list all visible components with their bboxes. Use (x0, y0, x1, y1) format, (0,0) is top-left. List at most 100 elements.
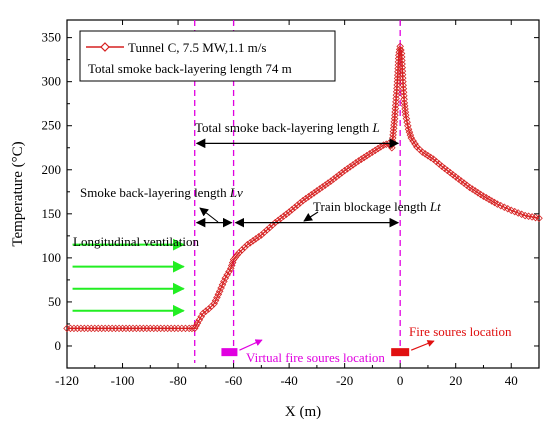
data-point (401, 108, 410, 116)
data-point (394, 61, 403, 69)
data-point (391, 108, 399, 116)
data-point (63, 324, 71, 333)
data-point (411, 140, 419, 148)
data-point (238, 246, 246, 254)
data-point (202, 307, 210, 315)
data-point (405, 128, 414, 136)
y-tick-label: 250 (42, 118, 62, 133)
virtual-fire-marker (221, 348, 238, 357)
data-point (399, 81, 407, 89)
data-point (409, 137, 417, 145)
x-tick-label: 40 (505, 373, 518, 388)
data-point (401, 111, 410, 119)
data-point (407, 134, 416, 142)
data-point (390, 121, 398, 129)
data-point (293, 201, 302, 209)
data-point (363, 151, 371, 160)
data-point (143, 324, 151, 333)
data-point (399, 74, 407, 82)
plot-area (66, 19, 540, 369)
fire-source-pointer (410, 340, 435, 351)
data-point (156, 324, 165, 333)
train-blockage-pointer-arrow (303, 211, 319, 222)
data-point (160, 324, 168, 333)
data-point (252, 235, 260, 243)
data-point (326, 177, 335, 185)
data-point (70, 324, 78, 333)
data-point (90, 324, 99, 333)
data-point (399, 88, 408, 97)
data-point (457, 177, 466, 185)
data-point (197, 312, 205, 321)
data-point (207, 302, 216, 311)
data-point (340, 166, 349, 175)
data-point (118, 324, 127, 333)
data-point (497, 201, 505, 210)
data-point (535, 214, 543, 222)
y-tick-label: 0 (55, 338, 62, 353)
data-point (368, 148, 377, 156)
data-point (318, 183, 327, 191)
data-point (503, 204, 512, 213)
data-point (346, 163, 354, 171)
data-point (167, 324, 175, 333)
x-axis-label: X (m) (285, 404, 321, 420)
data-point (463, 181, 471, 190)
data-point (246, 238, 255, 247)
data-point (389, 124, 398, 133)
data-point (391, 101, 400, 109)
data-point (354, 157, 363, 165)
y-axis-label: Temperature (°C) (10, 141, 26, 246)
data-point (396, 42, 404, 51)
data-point (260, 228, 268, 237)
data-point (398, 70, 407, 79)
data-point (302, 194, 310, 203)
data-point (329, 175, 338, 183)
data-point (249, 237, 257, 245)
data-point (193, 319, 202, 327)
x-tick-label: -20 (336, 373, 353, 388)
data-point (393, 81, 401, 89)
data-point (108, 324, 116, 333)
data-point (391, 104, 400, 113)
data-point (321, 181, 329, 189)
data-point (443, 166, 452, 175)
data-point (235, 248, 243, 257)
ventilation-label: Longitudinal ventilation (73, 234, 200, 249)
data-point (223, 271, 231, 279)
data-point (122, 324, 130, 333)
backlayering-pointer-arrow (199, 207, 219, 223)
data-point (313, 187, 321, 195)
data-point (451, 173, 460, 181)
data-point (87, 324, 96, 333)
data-point (132, 324, 141, 333)
data-point (500, 203, 509, 211)
data-point (304, 192, 313, 201)
data-point (449, 170, 457, 179)
data-point (240, 243, 249, 252)
data-point (192, 321, 200, 330)
data-point (263, 226, 271, 234)
data-point (170, 324, 179, 333)
data-point (400, 95, 408, 104)
data-point (163, 324, 172, 333)
data-point (221, 274, 230, 282)
data-point (397, 49, 406, 58)
data-point (403, 118, 411, 126)
data-point (393, 77, 402, 86)
data-point (101, 324, 109, 333)
data-point (394, 58, 403, 66)
x-tick-label: -100 (111, 373, 135, 388)
data-point (335, 171, 343, 179)
virtual-fire-label: Virtual fire soures location (246, 350, 385, 365)
data-point (440, 164, 449, 173)
y-tick-label: 100 (42, 250, 62, 265)
legend-series-label: Tunnel C, 7.5 MW,1.1 m/s (128, 40, 266, 55)
data-point (139, 324, 148, 333)
legend: Tunnel C, 7.5 MW,1.1 m/s Total smoke bac… (79, 30, 336, 82)
data-point (233, 251, 242, 259)
data-point (394, 54, 403, 63)
data-point (77, 324, 85, 333)
data-point (343, 164, 352, 173)
data-point (400, 92, 408, 100)
